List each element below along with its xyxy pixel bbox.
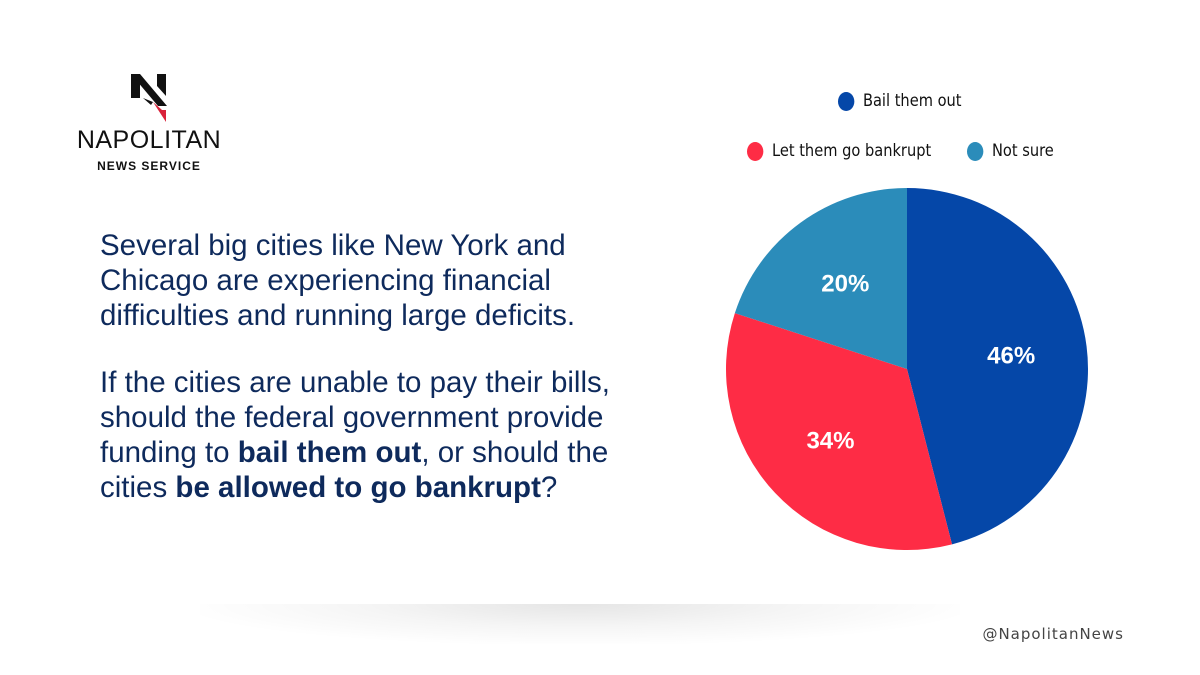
question-bold-bankrupt: be allowed to go bankrupt [175, 471, 541, 504]
brand-subtitle: NEWS SERVICE [97, 159, 201, 173]
social-handle: @NapolitanNews [982, 625, 1124, 643]
question-text-2: , or should the cities [100, 436, 609, 504]
question-text-1: If the cities are unable to pay their bi… [100, 366, 610, 469]
legend-item-not-sure: Not sure [967, 141, 1054, 161]
card-shadow [200, 604, 960, 644]
survey-question: Several big cities like New York and Chi… [100, 228, 680, 537]
question-text-3: ? [540, 471, 558, 504]
question-bold-bailout: bail them out [237, 436, 422, 469]
legend-swatch-bail-them-out [838, 91, 855, 111]
legend-swatch-let-them-go-bankrupt [747, 141, 764, 161]
legend-label-not-sure: Not sure [991, 141, 1054, 161]
brand-logo: NAPOLITAN NEWS SERVICE [72, 72, 226, 173]
pie-label-bail-them-out: 46% [987, 342, 1035, 369]
pie-label-let-them-go-bankrupt: 34% [806, 427, 854, 454]
question-paragraph-context: Several big cities like New York and Chi… [100, 229, 576, 332]
napolitan-n-logo-icon [131, 74, 167, 122]
legend-item-let-them-go-bankrupt: Let them go bankrupt [747, 141, 931, 161]
legend-swatch-not-sure [967, 141, 984, 161]
legend-item-bail-them-out: Bail them out [838, 91, 962, 111]
brand-name: NAPOLITAN [76, 126, 222, 154]
pie-label-not-sure: 20% [821, 271, 869, 298]
legend-label-let-them-go-bankrupt: Let them go bankrupt [771, 141, 932, 161]
pie-slice-not-sure [734, 188, 907, 369]
pie-slice-bail-them-out [907, 188, 1088, 545]
legend-label-bail-them-out: Bail them out [862, 91, 962, 111]
pie-slice-let-them-go-bankrupt [725, 313, 953, 550]
question-paragraph-ask: If the cities are unable to pay their bi… [100, 365, 680, 505]
